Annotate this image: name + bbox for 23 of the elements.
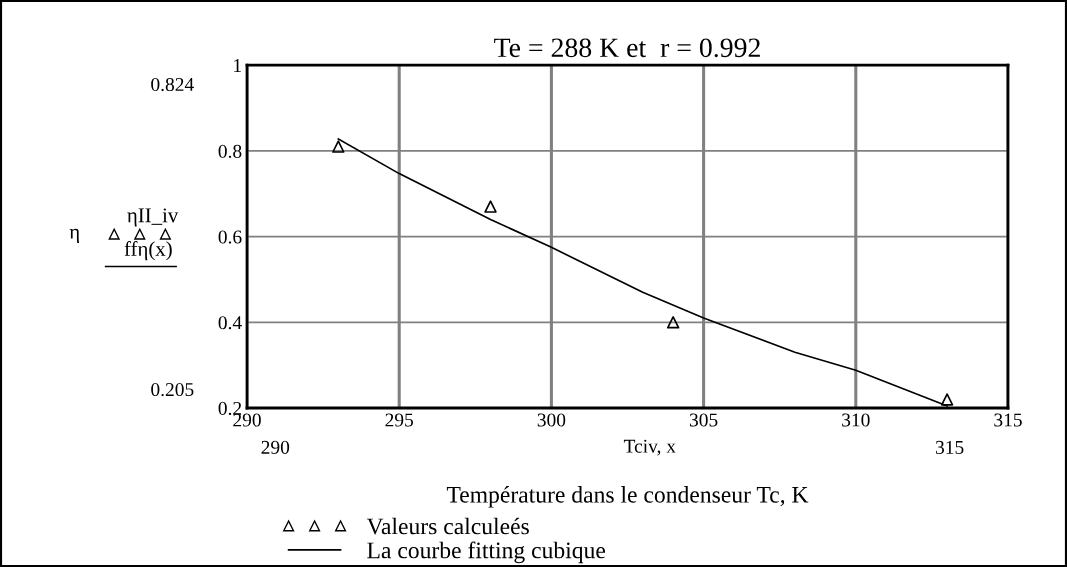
- text: 0.205: [151, 382, 194, 397]
- x-tick-label: 290: [233, 413, 261, 427]
- text: ηII_iv: [127, 208, 179, 227]
- text: η: [69, 228, 80, 244]
- y-tick-label: 0.6: [218, 230, 242, 244]
- y-tick-label: 0.4: [218, 316, 242, 330]
- text: ffη(x): [124, 241, 172, 261]
- x-tick-label: 305: [689, 413, 718, 427]
- x-tick-label: 315: [994, 413, 1022, 427]
- text: Tciv, x: [623, 439, 676, 456]
- x-tick-label: 295: [385, 413, 414, 427]
- legend-label: La courbe fitting cubique: [367, 541, 606, 564]
- x-axis-title: Température dans le condenseur Tc, K: [446, 486, 809, 508]
- text: 0.824: [151, 77, 194, 92]
- y-tick-label: 0.8: [218, 144, 242, 158]
- legend-label: Valeurs calculeés: [366, 517, 529, 535]
- y-tick-label: 0.2: [218, 401, 242, 416]
- x-tick-label: 300: [537, 413, 566, 427]
- chart-title: Te = 288 K et r = 0.992: [494, 38, 760, 58]
- y-tick-label: 1: [234, 59, 241, 72]
- text: 290: [261, 440, 290, 454]
- text: 315: [935, 440, 964, 454]
- x-tick-label: 310: [842, 413, 870, 427]
